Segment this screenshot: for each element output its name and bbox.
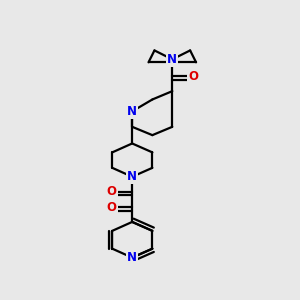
Text: N: N (127, 170, 137, 183)
Text: N: N (127, 105, 137, 118)
Text: N: N (167, 53, 177, 66)
Text: O: O (106, 185, 116, 198)
Text: N: N (127, 251, 137, 264)
Text: O: O (106, 201, 116, 214)
Text: O: O (188, 70, 198, 83)
